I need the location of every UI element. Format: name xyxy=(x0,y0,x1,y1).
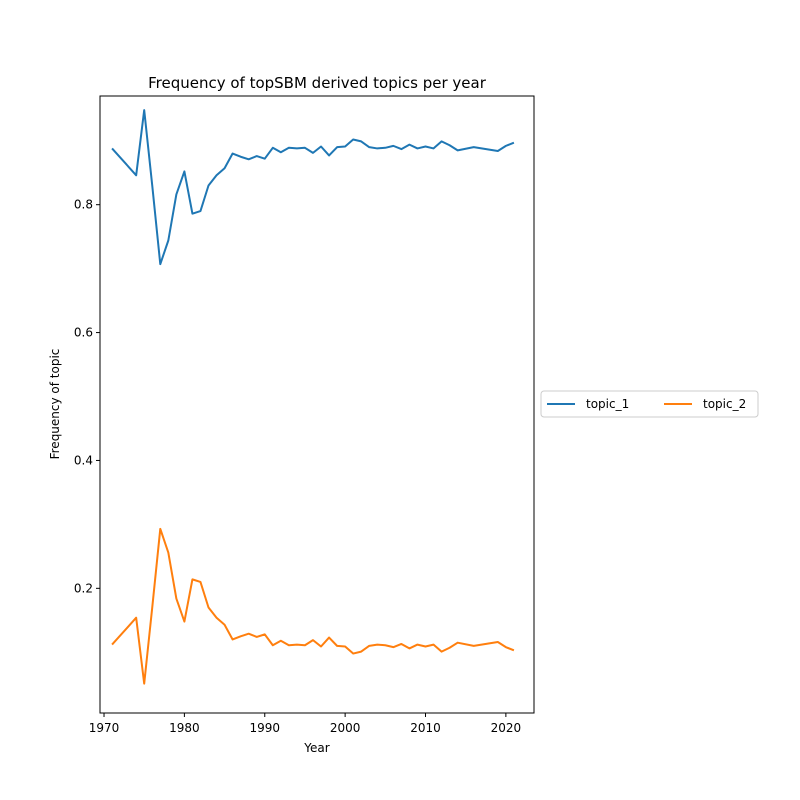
y-axis: 0.2 0.4 0.6 0.8 xyxy=(74,198,100,595)
plot-area xyxy=(99,95,535,714)
x-tick-label: 2020 xyxy=(491,721,522,735)
x-tick-label: 1990 xyxy=(249,721,280,735)
series-line-topic-1 xyxy=(111,109,515,266)
y-tick-label: 0.6 xyxy=(74,326,93,340)
x-tick-label: 2000 xyxy=(330,721,361,735)
y-axis-label: Frequency of topic xyxy=(48,349,62,460)
series-lines xyxy=(111,109,515,685)
x-tick-label: 1980 xyxy=(169,721,200,735)
y-tick-label: 0.2 xyxy=(74,581,93,595)
y-tick-label: 0.8 xyxy=(74,198,93,212)
x-axis-label: Year xyxy=(303,741,329,755)
legend-label-topic-1: topic_1 xyxy=(586,397,629,411)
legend: topic_1 topic_2 xyxy=(540,390,759,418)
legend-frame xyxy=(540,390,759,418)
x-axis: 1970 1980 1990 2000 2010 2020 xyxy=(89,713,521,735)
x-tick-label: 1970 xyxy=(89,721,120,735)
legend-label-topic-2: topic_2 xyxy=(703,397,746,411)
plot-frame xyxy=(99,95,535,714)
y-tick-label: 0.4 xyxy=(74,453,93,467)
x-tick-label: 2010 xyxy=(410,721,441,735)
series-line-topic-2 xyxy=(111,527,515,685)
chart-title: Frequency of topSBM derived topics per y… xyxy=(148,74,487,92)
